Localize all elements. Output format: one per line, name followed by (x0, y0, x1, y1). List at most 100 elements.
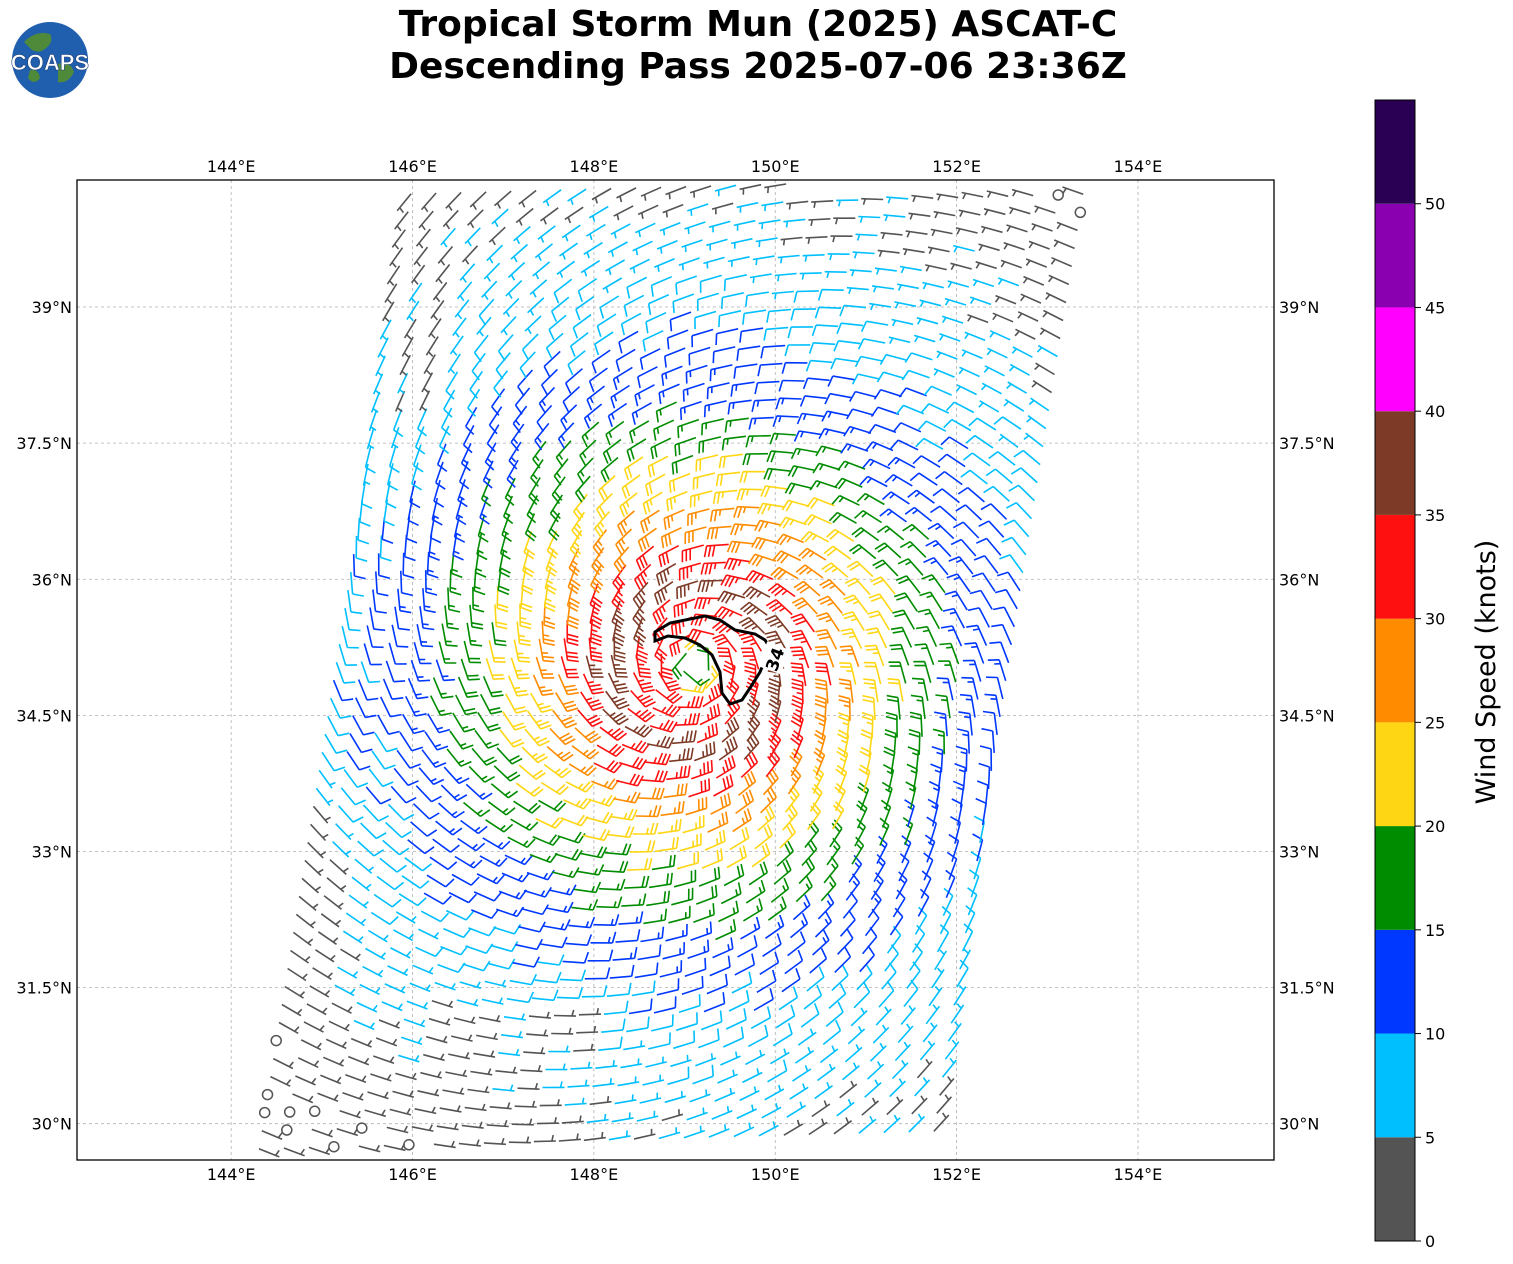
wind-barb (491, 388, 506, 416)
wind-barb (284, 985, 306, 999)
wind-barb (703, 992, 726, 1013)
wind-barb (633, 563, 652, 590)
wind-barb (681, 239, 703, 253)
wind-barb (357, 840, 385, 857)
wind-barb (833, 340, 861, 352)
wind-barb (651, 854, 676, 871)
wind-barb (709, 955, 731, 977)
wind-barb (649, 719, 678, 733)
wind-barb (811, 1100, 831, 1118)
wind-barb (902, 248, 925, 256)
wind-barb (639, 1092, 662, 1104)
wind-barb (317, 931, 339, 945)
wind-barb (795, 564, 824, 579)
wind-barb (613, 546, 630, 574)
wind-barb (420, 1071, 442, 1079)
wind-barb (745, 434, 771, 448)
wind-barb (633, 618, 647, 647)
wind-barb (407, 677, 429, 700)
wind-barb (815, 628, 838, 650)
wind-barb (865, 441, 894, 452)
wind-barb (712, 346, 736, 364)
wind-barb (864, 1079, 882, 1098)
wind-barb (453, 1016, 476, 1025)
wind-barb (828, 983, 847, 1009)
colorbar: 0 5 10 15 20 25 30 35 40 45 50 (1374, 99, 1445, 1251)
calm-wind-marker (356, 1122, 368, 1134)
wind-barb (1050, 256, 1073, 268)
wind-barb (490, 941, 519, 953)
wind-barb (479, 693, 503, 715)
wind-barb (482, 837, 511, 850)
wind-barb (589, 601, 603, 630)
wind-barb (387, 803, 415, 821)
colorbar-tick: 30 (1425, 610, 1445, 629)
wind-barb (345, 1073, 367, 1084)
wind-barb (838, 678, 854, 703)
wind-barb (632, 672, 655, 693)
wind-barb (826, 528, 855, 542)
wind-barb (718, 453, 744, 469)
wind-barb (629, 420, 650, 444)
wind-barb (836, 747, 849, 776)
wind-barb (723, 274, 747, 291)
wind-barb (858, 1115, 877, 1134)
wind-barb (953, 984, 967, 1006)
wind-barb (476, 316, 492, 337)
wind-barb (767, 1059, 788, 1083)
wind-barb (617, 510, 635, 537)
wind-barb (931, 967, 945, 989)
wind-barb (761, 1102, 782, 1119)
wind-barb (975, 261, 997, 270)
calm-wind-marker (403, 1139, 415, 1151)
wind-barb (817, 595, 843, 614)
wind-barb (740, 751, 759, 778)
wind-barb (792, 1065, 812, 1082)
wind-barb (594, 331, 614, 356)
wind-barb (936, 677, 954, 701)
wind-barb (589, 583, 603, 612)
wind-barb (665, 185, 687, 200)
wind-barb (576, 864, 605, 876)
wind-barb (304, 859, 324, 877)
wind-barb (814, 729, 827, 758)
wind-barb (830, 357, 858, 370)
wind-barb (796, 412, 824, 425)
wind-barb (834, 477, 863, 490)
wind-barb (731, 971, 753, 994)
wind-barb (433, 479, 445, 508)
wind-barb (786, 200, 809, 210)
wind-barb (757, 502, 785, 515)
wind-barb (390, 947, 412, 959)
wind-barb (287, 967, 308, 982)
wind-barb (435, 264, 451, 284)
wind-barb (722, 1026, 745, 1048)
wind-barb (510, 657, 530, 680)
wind-barb (432, 282, 448, 303)
wind-barb (770, 877, 790, 903)
wind-barb (790, 712, 804, 741)
wind-barb (930, 228, 953, 237)
wind-barb (803, 984, 823, 1010)
wind-barb (604, 843, 632, 856)
wind-barb (340, 948, 361, 962)
wind-barb (690, 921, 713, 941)
wind-barb (503, 1013, 526, 1021)
wind-barb (983, 485, 1010, 502)
wind-barb (825, 1001, 844, 1028)
wind-barb (550, 296, 570, 322)
wind-barb (545, 1063, 568, 1071)
wind-barb (555, 440, 572, 468)
colorbar-tick: 50 (1425, 195, 1445, 214)
wind-barb (472, 586, 485, 613)
wind-barb (1014, 328, 1036, 340)
wind-barb (621, 740, 651, 754)
wind-barb (814, 645, 835, 668)
wind-barb (701, 418, 724, 436)
wind-barb (780, 236, 803, 246)
wind-barb (693, 903, 715, 923)
wind-barb (889, 907, 904, 936)
wind-barb (1003, 398, 1025, 412)
lon-tick-bottom: 150°E (751, 1165, 800, 1184)
wind-barb (368, 768, 394, 788)
